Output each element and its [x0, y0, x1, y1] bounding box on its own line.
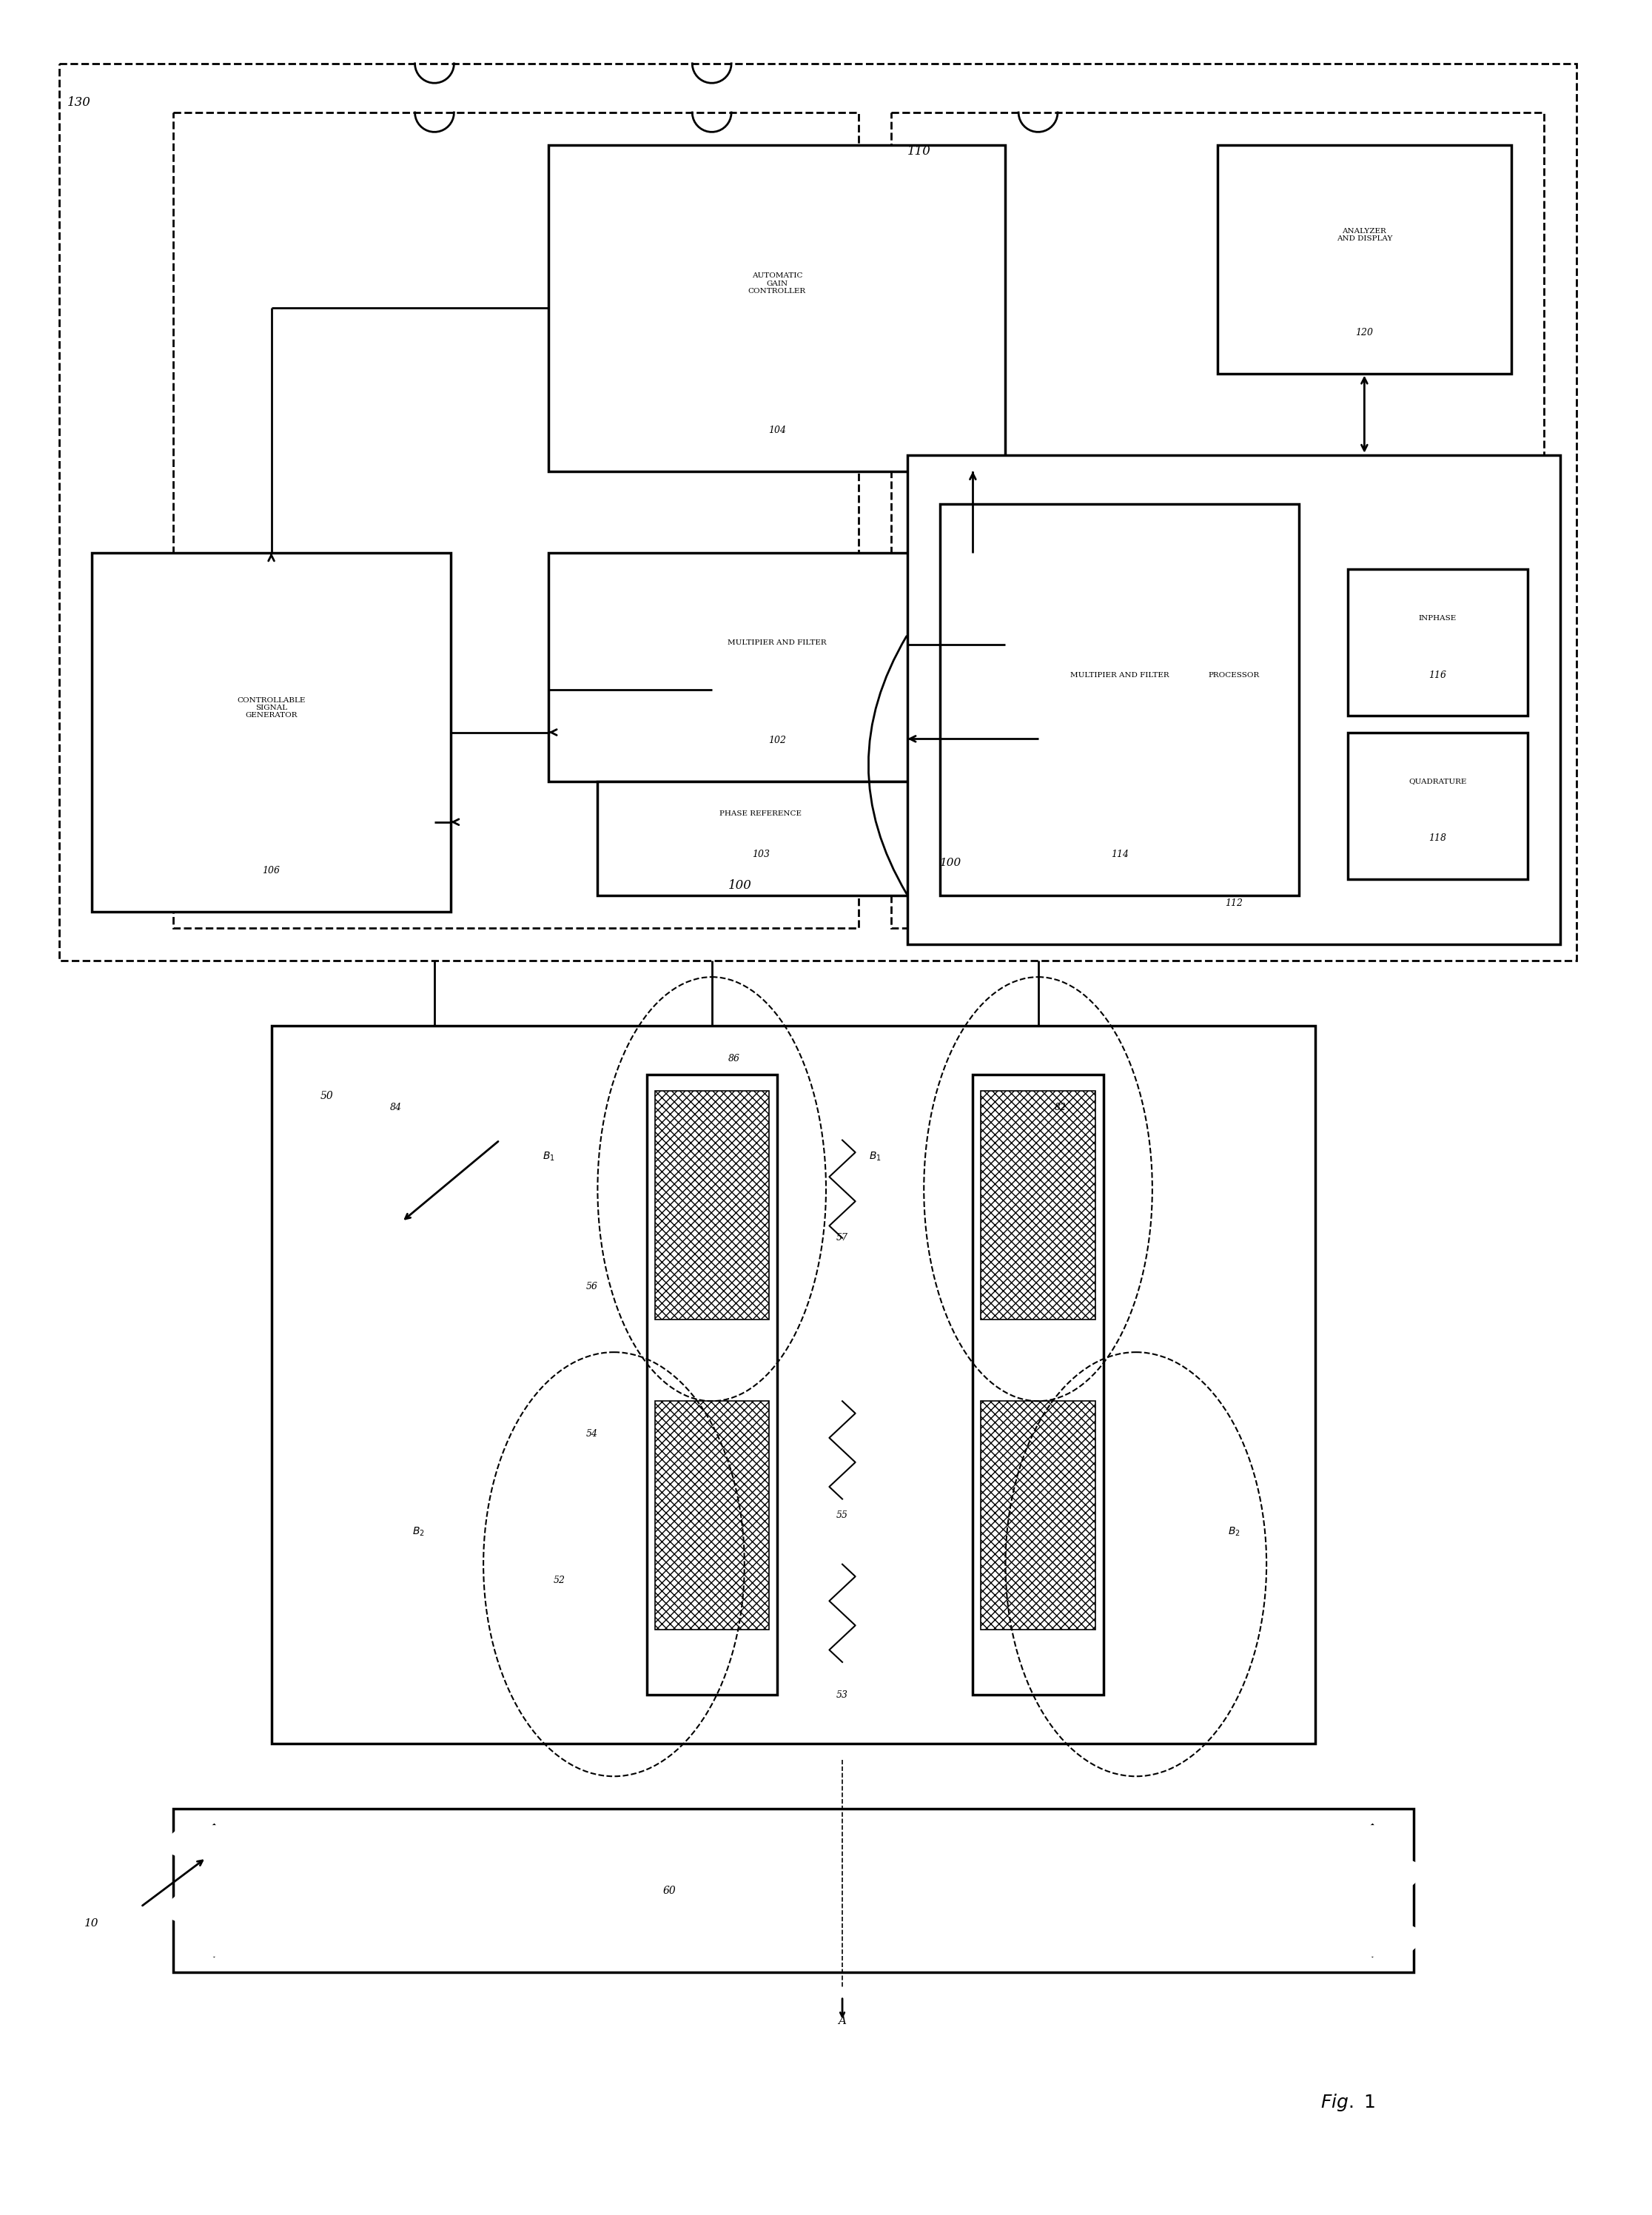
Text: QUADRATURE: QUADRATURE: [1409, 777, 1467, 784]
Text: AUTOMATIC
GAIN
CONTROLLER: AUTOMATIC GAIN CONTROLLER: [748, 272, 806, 295]
Text: PROCESSOR: PROCESSOR: [1208, 671, 1259, 678]
Text: A: A: [838, 2016, 846, 2027]
Text: 103: 103: [752, 851, 770, 859]
Text: 10: 10: [84, 1918, 99, 1929]
Bar: [892, 113, 1545, 928]
Bar: [548, 554, 1006, 782]
Bar: [548, 144, 1006, 472]
Text: INPHASE: INPHASE: [1419, 616, 1457, 622]
Text: 120: 120: [1356, 328, 1373, 337]
Bar: [654, 1092, 768, 1320]
Bar: [1348, 733, 1528, 879]
Text: 118: 118: [1429, 833, 1447, 844]
Text: $B_2$: $B_2$: [1227, 1526, 1241, 1537]
Bar: [173, 113, 859, 928]
Text: $B_1$: $B_1$: [869, 1150, 881, 1163]
Text: 82: 82: [1054, 1103, 1066, 1112]
Text: 100: 100: [729, 879, 752, 893]
Text: MULTIPIER AND FILTER: MULTIPIER AND FILTER: [727, 640, 826, 647]
Text: CONTROLLABLE
SIGNAL
GENERATOR: CONTROLLABLE SIGNAL GENERATOR: [238, 698, 306, 720]
Text: 54: 54: [586, 1429, 598, 1438]
Text: 50: 50: [320, 1092, 334, 1101]
Text: 55: 55: [836, 1511, 847, 1519]
Text: $B_1$: $B_1$: [542, 1150, 555, 1163]
Text: 56: 56: [586, 1282, 598, 1291]
Bar: [1348, 569, 1528, 715]
Text: 102: 102: [768, 735, 786, 744]
Text: 60: 60: [662, 1885, 676, 1896]
Text: 53: 53: [836, 1690, 847, 1699]
Bar: [598, 782, 923, 895]
Bar: [173, 1810, 1414, 1971]
Text: 112: 112: [1226, 899, 1242, 908]
Text: 104: 104: [768, 425, 786, 436]
Text: MULTIPIER AND FILTER: MULTIPIER AND FILTER: [1070, 671, 1170, 678]
Bar: [646, 1074, 776, 1694]
Bar: [973, 1074, 1104, 1694]
Text: PHASE REFERENCE: PHASE REFERENCE: [720, 811, 801, 817]
Text: 52: 52: [553, 1575, 565, 1586]
Text: 130: 130: [68, 95, 91, 109]
Bar: [981, 1402, 1095, 1630]
Bar: [981, 1092, 1095, 1320]
Text: $\mathit{Fig.}\ 1$: $\mathit{Fig.}\ 1$: [1320, 2093, 1376, 2113]
Bar: [907, 454, 1559, 944]
Text: 84: 84: [390, 1103, 401, 1112]
Bar: [59, 64, 1576, 961]
Bar: [271, 1026, 1315, 1743]
Text: 57: 57: [836, 1234, 847, 1243]
Text: 116: 116: [1429, 671, 1447, 680]
Text: ANALYZER
AND DISPLAY: ANALYZER AND DISPLAY: [1336, 228, 1393, 241]
Text: 100: 100: [940, 857, 961, 868]
Text: $B_2$: $B_2$: [411, 1526, 425, 1537]
Text: 86: 86: [729, 1054, 740, 1063]
Bar: [93, 554, 451, 913]
Bar: [654, 1402, 768, 1630]
Text: 110: 110: [907, 144, 932, 157]
Text: 114: 114: [1110, 851, 1128, 859]
Bar: [1218, 144, 1512, 374]
Bar: [940, 505, 1298, 895]
Text: 106: 106: [263, 866, 281, 875]
